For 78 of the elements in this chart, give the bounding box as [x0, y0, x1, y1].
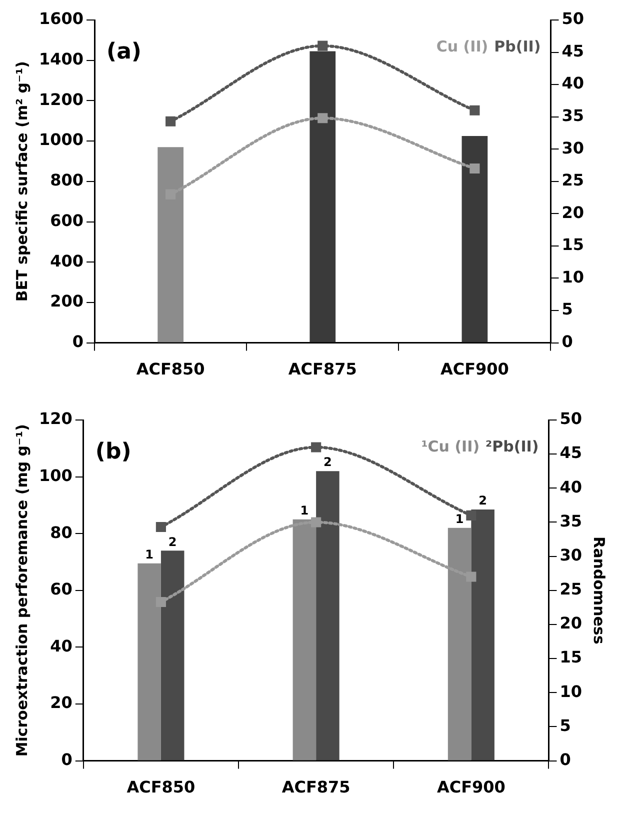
y2-tick-label: 0: [560, 750, 571, 769]
y-tick-label: 600: [50, 210, 84, 230]
bar: [310, 51, 336, 342]
y-tick-label: 200: [50, 292, 84, 311]
y2-tick-label: 20: [560, 614, 582, 633]
y-tick-label: 1400: [39, 50, 84, 69]
x-tick-label: ACF850: [126, 778, 196, 797]
y2-tick-label: 5: [562, 300, 573, 319]
bar: [160, 550, 184, 760]
y-tick-label: 20: [50, 693, 72, 712]
y-axis-title: BET specific surface (m² g⁻¹): [12, 61, 31, 302]
point: [156, 596, 166, 608]
y2-tick-label: 20: [562, 202, 584, 222]
y2-tick-label: 35: [562, 106, 584, 125]
y2-tick-label: 45: [562, 41, 584, 60]
y-tick-label: 1600: [39, 9, 84, 28]
y2-tick-label: 30: [562, 138, 584, 158]
point: [318, 113, 328, 124]
y2-tick-label: 0: [562, 332, 573, 351]
y-tick-label: 400: [50, 251, 84, 270]
x-tick-label: ACF875: [288, 360, 357, 379]
x-tick-label: ACF900: [436, 778, 506, 797]
y-tick-label: 0: [72, 332, 84, 351]
y2-tick-label: 50: [562, 9, 584, 28]
point: [466, 510, 476, 520]
y-axis-title: Microextraction perforemance (mg g⁻¹): [12, 424, 31, 757]
y2-tick-label: 10: [562, 267, 584, 286]
point: [470, 163, 480, 174]
y-tick-label: 40: [50, 636, 72, 656]
bar: [138, 563, 161, 760]
point: [318, 40, 328, 51]
bar: [292, 519, 316, 760]
y2-tick-label: 25: [562, 170, 584, 190]
annotation: 1: [300, 504, 309, 518]
y2-tick-label: 35: [560, 511, 582, 530]
y2-tick-label: 15: [560, 648, 582, 667]
y-tick-label: 800: [50, 170, 84, 190]
x-tick-label: ACF900: [440, 360, 509, 379]
annotation: 2: [478, 494, 487, 508]
y2-tick-label: 40: [562, 74, 584, 93]
y2-tick-label: 15: [562, 235, 584, 254]
y2-axis-title: Randomness: [590, 536, 608, 644]
text: ¹Cu (II): [421, 437, 480, 456]
point: [311, 442, 322, 452]
annotation: 1: [145, 548, 154, 562]
point: [156, 522, 166, 532]
y-tick-label: 120: [38, 409, 72, 428]
text: Cu (II): [436, 37, 488, 56]
y2-tick-label: 40: [560, 477, 582, 496]
bar: [462, 136, 488, 342]
point: [466, 572, 476, 582]
point: [311, 517, 322, 528]
y2-tick-label: 45: [560, 443, 582, 462]
y2-tick-label: 5: [560, 716, 571, 735]
y-tick-label: 1200: [39, 90, 84, 109]
text: Pb(II): [494, 37, 541, 56]
point: [470, 105, 480, 116]
y-tick-label: 100: [38, 466, 72, 485]
x-tick-label: ACF850: [136, 360, 205, 379]
y-tick-label: 60: [50, 580, 72, 599]
y2-tick-label: 10: [560, 682, 582, 701]
annotation: 2: [168, 534, 177, 549]
y-tick-label: 0: [61, 750, 72, 769]
y-tick-label: 1000: [39, 130, 84, 150]
bar: [158, 147, 184, 342]
y2-tick-label: 50: [560, 409, 582, 428]
annotation: 2: [324, 455, 332, 470]
bar: [448, 528, 472, 760]
text: ²Pb(II): [486, 437, 539, 456]
text: (b): [95, 440, 132, 465]
annotation: 1: [455, 512, 464, 526]
bar: [316, 471, 340, 760]
y2-tick-label: 25: [560, 580, 582, 599]
text: (a): [106, 40, 142, 65]
y2-tick-label: 30: [560, 545, 582, 564]
y-tick-label: 80: [50, 522, 72, 542]
x-tick-label: ACF875: [282, 778, 350, 797]
point: [166, 116, 176, 126]
